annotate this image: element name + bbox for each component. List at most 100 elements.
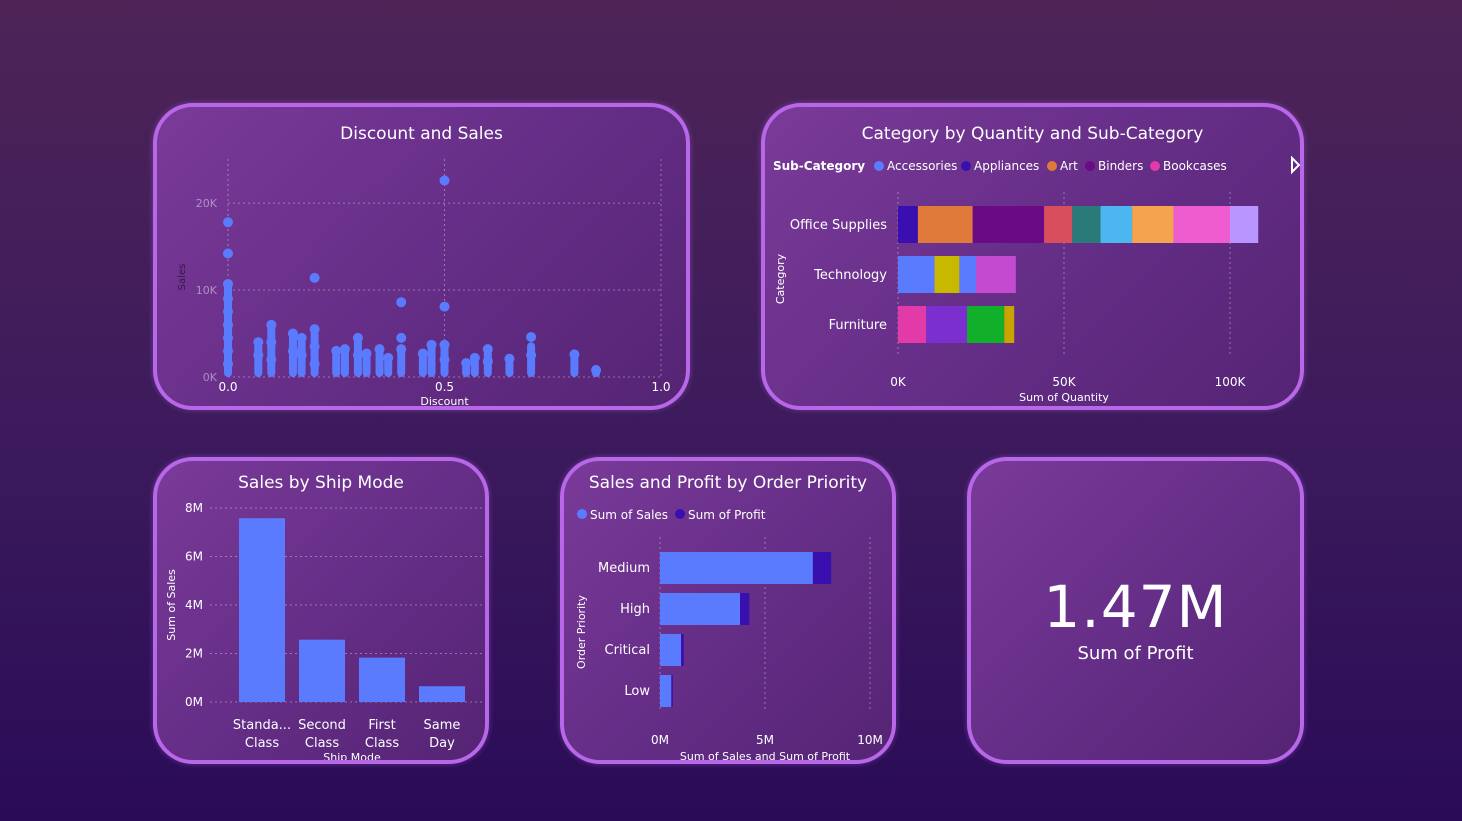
scatter-point (482, 356, 493, 367)
y-tick-label: 2M (185, 647, 203, 661)
y-tick-label: 6M (185, 550, 203, 564)
legend-label: Binders (1098, 159, 1143, 173)
legend-title: Sub-Category (773, 159, 865, 173)
scatter-point (439, 301, 450, 312)
profit-kpi-card: 1.47M Sum of Profit (967, 457, 1304, 764)
y-tick-label: 20K (196, 197, 218, 210)
scatter-point (223, 319, 233, 330)
legend-swatch (874, 161, 884, 171)
order-priority-title: Sales and Profit by Order Priority (588, 473, 868, 493)
category-label: Class (245, 736, 279, 751)
scatter-point (417, 348, 428, 359)
bar (419, 686, 465, 702)
scatter-point (361, 348, 372, 359)
sales-bar (660, 552, 813, 584)
bar (239, 518, 285, 702)
x-tick-label: 0K (890, 375, 907, 389)
x-axis-title: Ship Mode (323, 751, 381, 760)
y-tick-label: 0K (203, 371, 218, 384)
x-axis-title: Discount (420, 395, 469, 406)
scatter-column (340, 349, 349, 377)
scatter-point (223, 345, 233, 356)
stacked-bar-segment (934, 256, 960, 293)
order-priority-card: Sales and Profit by Order Priority Sum o… (560, 457, 896, 764)
legend-swatch (961, 161, 971, 171)
category-label: Technology (813, 268, 887, 283)
scatter-point (296, 350, 307, 361)
scatter-point (526, 350, 537, 361)
scatter-point (396, 344, 407, 355)
stacked-bar-segment (1173, 206, 1230, 243)
x-axis-title: Sum of Quantity (1019, 391, 1109, 404)
scatter-point (396, 332, 407, 343)
category-label: High (620, 602, 650, 617)
legend-label: Appliances (974, 159, 1039, 173)
y-axis-title: Order Priority (575, 595, 588, 669)
scatter-point (266, 354, 277, 365)
scatter-point (426, 339, 437, 350)
scatter-column (384, 357, 393, 377)
sales-bar (660, 593, 741, 625)
x-tick-label: 0.5 (435, 380, 454, 394)
scatter-point (223, 358, 233, 369)
discount-sales-card: Discount and Sales 0K 10K 20K 0.0 0.5 1.0 Disc… (153, 103, 690, 410)
y-tick-label: 0M (185, 695, 203, 709)
stacked-bar-segment (1230, 206, 1259, 243)
profit-bar (812, 552, 832, 584)
stacked-bar-segment (1132, 206, 1174, 243)
category-label: Medium (598, 561, 650, 576)
ship-mode-title: Sales by Ship Mode (238, 473, 404, 493)
scatter-point (439, 339, 450, 350)
scatter-point (223, 278, 233, 289)
scatter-column (470, 357, 479, 377)
stacked-bar-segment (898, 306, 927, 343)
scatter-point (296, 332, 307, 343)
scatter-point (223, 248, 233, 259)
legend-swatch (577, 509, 587, 519)
scatter-point (352, 332, 363, 343)
legend-label: Sum of Sales (590, 508, 668, 522)
category-quantity-card: Category by Quantity and Sub-Category Su… (761, 103, 1304, 410)
sales-bar (660, 634, 681, 666)
legend-label: Bookcases (1163, 159, 1227, 173)
legend-label: Sum of Profit (688, 508, 766, 522)
legend-swatch (1150, 161, 1160, 171)
scatter-point (253, 337, 264, 348)
category-quantity-chart: Sub-Category Accessories Appliances Art Bind… (773, 155, 1300, 404)
category-label: Critical (605, 643, 650, 658)
scatter-point (383, 352, 394, 363)
y-tick-label: 10K (196, 284, 218, 297)
y-tick-label: 8M (185, 501, 203, 515)
order-priority-chart: Sum of Sales Sum of Profit 0M 5M 10M Sum of S… (575, 508, 883, 760)
scatter-point (253, 350, 264, 361)
discount-sales-title: Discount and Sales (340, 124, 503, 144)
kpi-value: 1.47M (1043, 573, 1228, 641)
stacked-bar-segment (926, 306, 968, 343)
scatter-column (362, 353, 371, 377)
sales-bar (660, 675, 672, 707)
x-tick-label: 10M (857, 733, 883, 747)
x-tick-label: 50K (1052, 375, 1076, 389)
scatter-point (223, 332, 233, 343)
x-tick-label: 100K (1215, 375, 1247, 389)
profit-bar (681, 634, 684, 666)
scatter-point (287, 328, 298, 339)
scatter-point (482, 344, 493, 355)
profit-bar (740, 593, 750, 625)
legend-swatch (675, 509, 685, 519)
y-axis-title: Sum of Sales (165, 569, 178, 641)
scatter-point (266, 337, 277, 348)
stacked-bar-segment (1004, 306, 1015, 343)
category-label: Standa... (233, 718, 291, 733)
stacked-bar-segment (898, 206, 918, 243)
legend-swatch (1047, 161, 1057, 171)
y-axis-title: Category (774, 253, 787, 304)
category-label: Second (298, 718, 346, 733)
scatter-point (374, 344, 385, 355)
scatter-point (309, 272, 320, 283)
ship-mode-card: Sales by Ship Mode 0M 2M 4M 6M 8M Sum of Sale… (153, 457, 489, 764)
category-label: Furniture (829, 318, 887, 333)
scatter-point (309, 324, 320, 335)
discount-sales-chart: 0K 10K 20K 0.0 0.5 1.0 Discount Sales (177, 159, 671, 406)
category-label: Class (365, 736, 399, 751)
